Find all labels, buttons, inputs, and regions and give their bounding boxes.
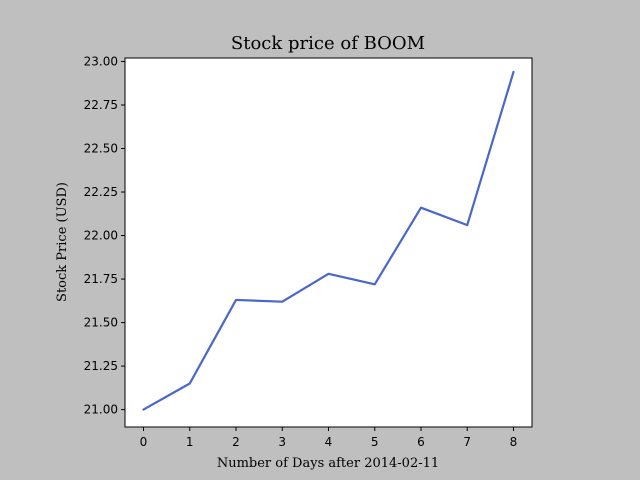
y-tick-label: 22.50 (84, 142, 118, 156)
x-tick-label: 4 (325, 435, 333, 449)
y-tick-label: 21.50 (84, 316, 118, 330)
y-tick-label: 21.25 (84, 359, 118, 373)
x-axis-label: Number of Days after 2014-02-11 (217, 456, 439, 471)
x-tick-label: 5 (371, 435, 379, 449)
y-tick-label: 23.00 (84, 54, 118, 68)
series-line (142, 70, 515, 411)
axis-ticks: 0 1 2 3 4 5 6 7 8 21.00 21.25 21.50 21.75 22.00 22.25 2… (84, 54, 518, 449)
y-tick-label: 22.25 (84, 185, 118, 199)
data-series (142, 70, 515, 411)
y-axis-label: Stock Price (USD) (55, 182, 70, 302)
y-tick-label: 22.00 (84, 229, 118, 243)
x-tick-label: 8 (510, 435, 518, 449)
x-tick-label: 1 (186, 435, 194, 449)
x-tick-label: 3 (278, 435, 286, 449)
y-tick-label: 21.00 (84, 403, 118, 417)
x-tick-label: 2 (232, 435, 240, 449)
chart-title: Stock price of BOOM (231, 33, 425, 54)
x-tick-label: 7 (463, 435, 471, 449)
x-tick-label: 0 (140, 435, 148, 449)
y-tick-label: 22.75 (84, 98, 118, 112)
y-tick-label: 21.75 (84, 272, 118, 286)
x-tick-label: 6 (417, 435, 425, 449)
plot-area (124, 57, 533, 428)
